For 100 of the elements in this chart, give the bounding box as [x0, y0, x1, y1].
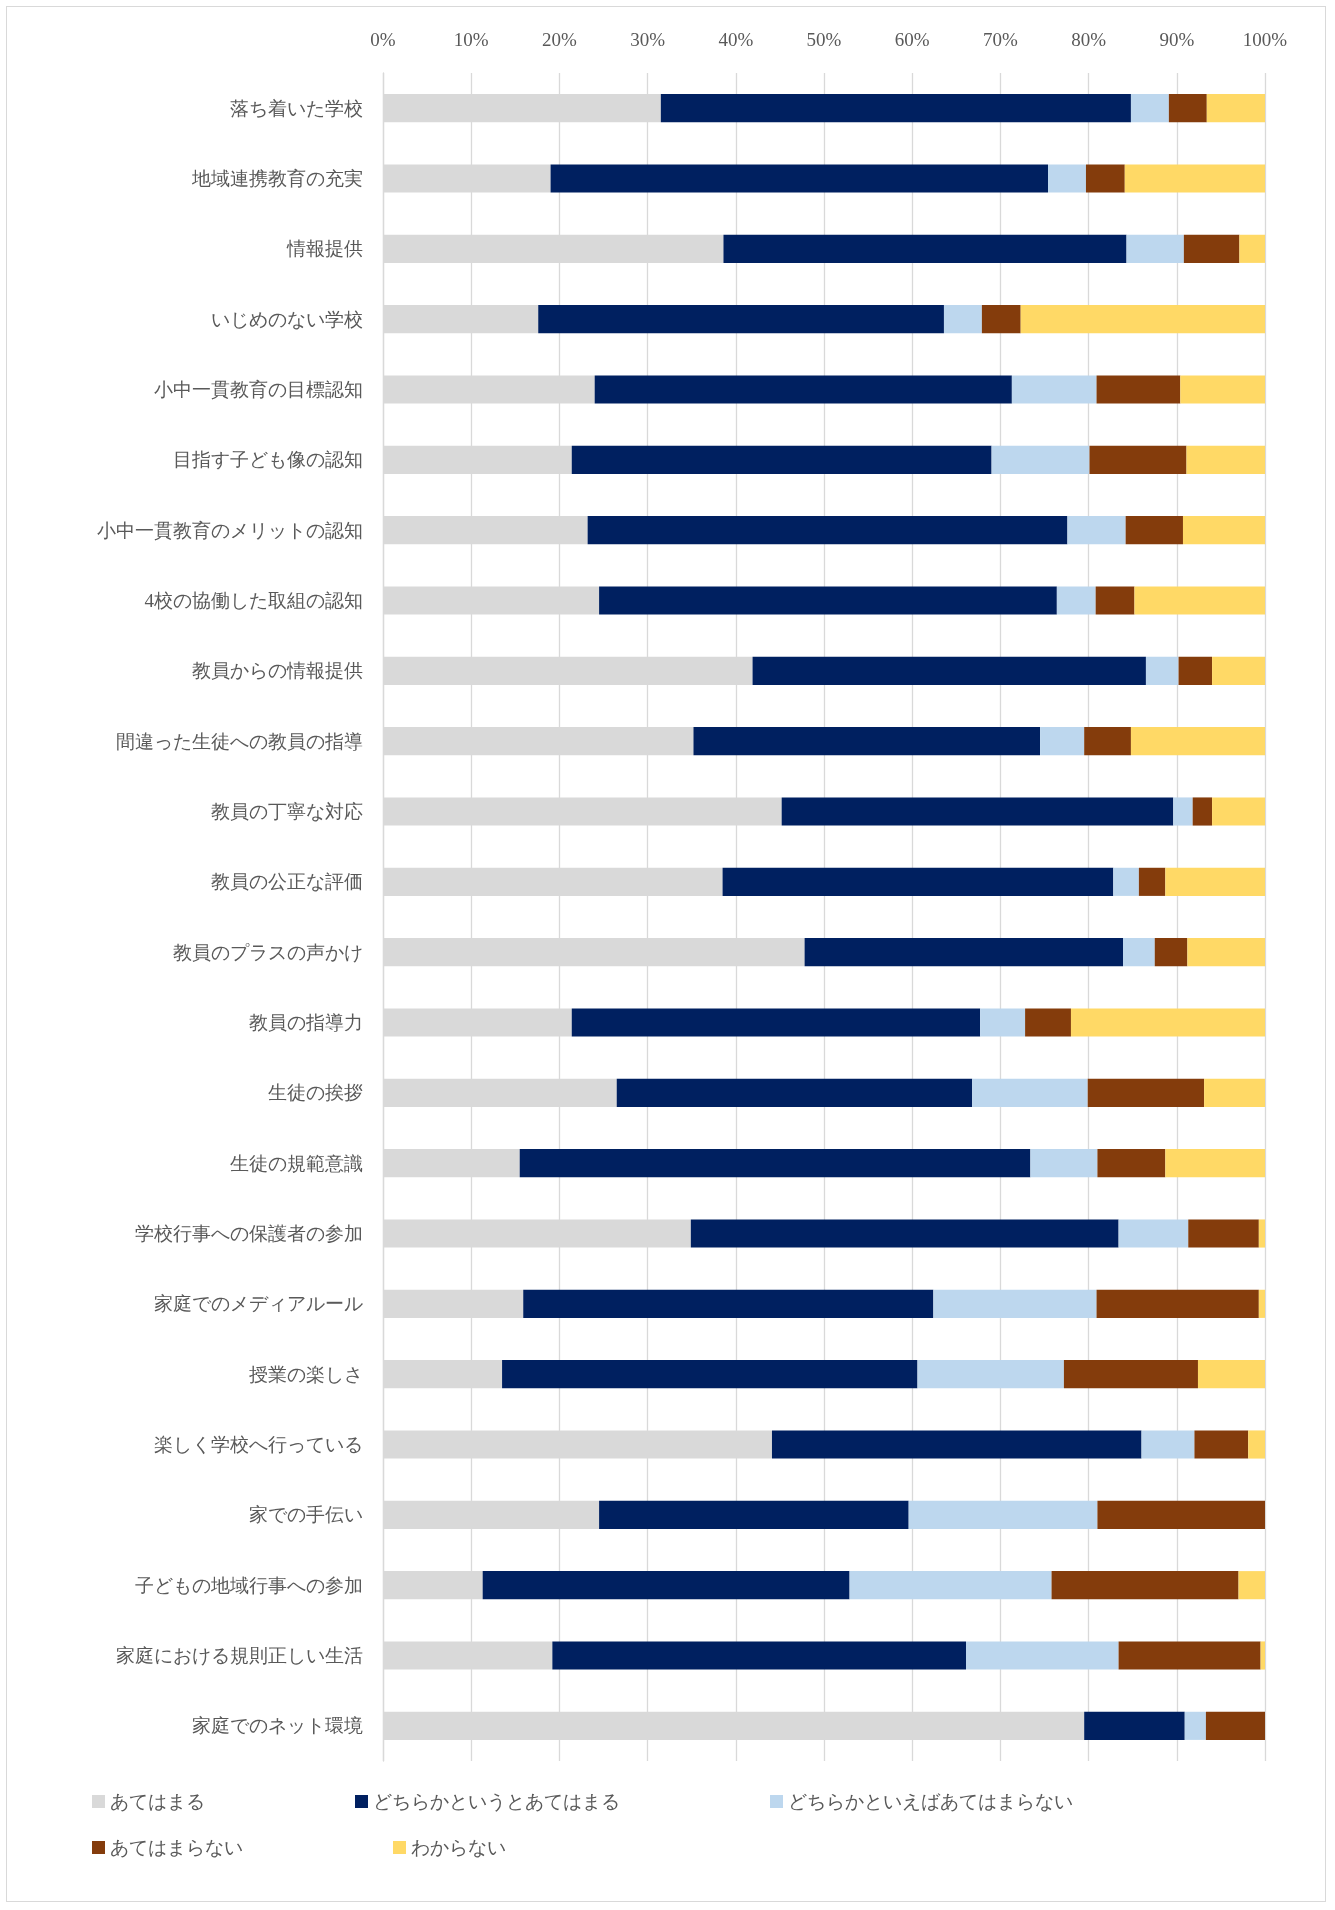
bar	[1186, 445, 1265, 474]
bar	[1248, 1430, 1265, 1459]
bar	[599, 586, 1057, 615]
bar	[690, 1219, 1119, 1248]
bar	[1084, 727, 1131, 756]
bar	[482, 1571, 850, 1600]
bar	[1089, 445, 1187, 474]
bar	[1173, 797, 1193, 826]
bar	[1192, 797, 1213, 826]
bar	[972, 1078, 1088, 1107]
bar	[1095, 586, 1135, 615]
x-tick-label: 50%	[806, 29, 842, 50]
bar	[1238, 1571, 1265, 1600]
bar	[1138, 867, 1166, 896]
x-tick-label: 90%	[1159, 29, 1195, 50]
x-tick-label: 80%	[1071, 29, 1107, 50]
bar	[980, 1008, 1026, 1037]
bar	[1154, 938, 1188, 967]
x-tick-label: 40%	[718, 29, 754, 50]
y-tick-label: 教員のプラスの声かけ	[173, 941, 363, 963]
bar	[1134, 586, 1265, 615]
y-tick-label: 楽しく学校へ行っている	[154, 1434, 363, 1455]
bar	[1124, 164, 1265, 193]
y-tick-label: 生徒の規範意識	[230, 1152, 363, 1174]
bar	[571, 1008, 981, 1037]
bar	[1188, 1219, 1259, 1248]
bar	[966, 1641, 1119, 1670]
bar	[1097, 1149, 1166, 1178]
bar	[1096, 1289, 1259, 1318]
bar	[616, 1078, 973, 1107]
legend-label: あてはまらない	[110, 1837, 243, 1858]
bar	[1048, 164, 1086, 193]
bar	[1260, 1641, 1265, 1670]
bar	[594, 375, 1012, 404]
legend-label: あてはまる	[110, 1791, 205, 1812]
legend-label: わからない	[411, 1837, 506, 1858]
bar	[1051, 1571, 1239, 1600]
y-tick-label: 教員の公正な評価	[211, 871, 363, 893]
bar	[523, 1289, 934, 1318]
bar	[538, 305, 944, 334]
bar	[1056, 586, 1096, 615]
bar	[502, 1360, 918, 1389]
y-tick-label: 家庭でのメディアルール	[154, 1293, 363, 1315]
bar	[1212, 797, 1265, 826]
bar	[1113, 867, 1139, 896]
bar	[781, 797, 1174, 826]
y-tick-label: 情報提供	[286, 238, 363, 260]
bar	[1025, 1008, 1071, 1037]
bar	[943, 305, 982, 334]
bar	[1204, 1078, 1265, 1107]
y-tick-label: 家での手伝い	[249, 1504, 363, 1526]
y-tick-label: 家庭における規則正しい生活	[116, 1645, 363, 1666]
bar	[1165, 867, 1265, 896]
bar	[1141, 1430, 1195, 1459]
x-tick-label: 10%	[453, 29, 489, 50]
bar	[1145, 656, 1179, 685]
bar	[1194, 1430, 1249, 1459]
x-tick-label: 60%	[894, 29, 930, 50]
bar	[1206, 94, 1265, 123]
bar	[1130, 94, 1169, 123]
bar	[1118, 1219, 1189, 1248]
bar	[771, 1430, 1142, 1459]
bar	[1183, 234, 1240, 263]
y-tick-label: 間違った生徒への教員の指導	[116, 730, 363, 752]
legend-label: どちらかというとあてはまる	[373, 1791, 620, 1812]
y-tick-label: 生徒の挨拶	[268, 1082, 363, 1104]
bar	[550, 164, 1049, 193]
legend-label: どちらかといえばあてはまらない	[788, 1791, 1073, 1812]
bar	[1212, 656, 1265, 685]
bar	[1130, 727, 1265, 756]
bar	[981, 305, 1021, 334]
bar	[1085, 164, 1125, 193]
bar	[804, 938, 1123, 967]
bar	[1070, 1008, 1265, 1037]
bar	[1087, 1078, 1205, 1107]
bar	[1011, 375, 1097, 404]
bar	[849, 1571, 1052, 1600]
bar	[1125, 516, 1183, 545]
y-tick-label: 小中一貫教育の目標認知	[154, 379, 363, 400]
bar	[1182, 516, 1265, 545]
y-tick-label: いじめのない学校	[211, 308, 363, 330]
bar	[1097, 1500, 1265, 1529]
x-tick-label: 100%	[1242, 29, 1288, 50]
bar	[571, 445, 992, 474]
bar	[1187, 938, 1265, 967]
bar	[1126, 234, 1184, 263]
bar	[660, 94, 1131, 123]
bar	[1178, 656, 1213, 685]
bar	[1067, 516, 1126, 545]
y-tick-label: 授業の楽しさ	[249, 1363, 363, 1385]
bar	[1184, 1711, 1206, 1740]
y-tick-label: 家庭でのネット環境	[192, 1715, 363, 1737]
bar	[1197, 1360, 1265, 1389]
bar	[1063, 1360, 1198, 1389]
bar	[908, 1500, 1098, 1529]
y-tick-label: 学校行事への保護者の参加	[135, 1223, 363, 1244]
x-tick-label: 0%	[370, 29, 396, 50]
x-tick-label: 20%	[541, 29, 577, 50]
bar	[1165, 1149, 1265, 1178]
bar	[917, 1360, 1064, 1389]
